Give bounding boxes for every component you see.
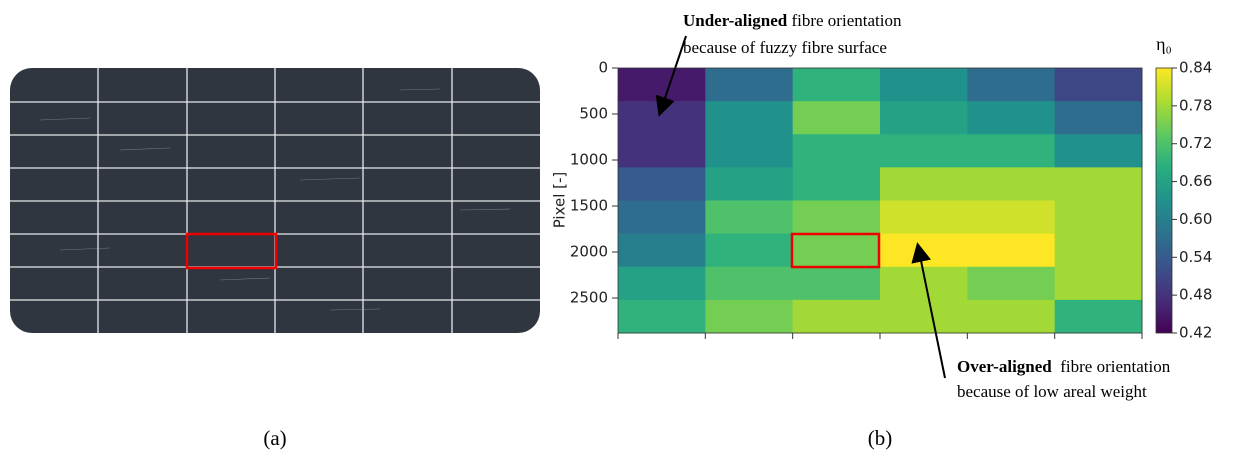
heatmap-cell (880, 134, 968, 168)
colorbar-tick-label: 0.60 (1179, 210, 1212, 228)
y-tick-label: 0 (598, 59, 608, 77)
heatmap-cell (1055, 267, 1143, 301)
y-tick-label: 2000 (570, 243, 608, 261)
panel-label: (b) (868, 426, 893, 450)
heatmap-cell (1055, 101, 1143, 135)
heatmap-cell (705, 167, 793, 201)
y-tick-label: 1000 (570, 151, 608, 169)
heatmap-cell (967, 201, 1055, 235)
colorbar-tick-label: 0.66 (1179, 172, 1212, 190)
heatmap-cell (618, 234, 706, 268)
heatmap-cell (705, 134, 793, 168)
y-axis-label: Pixel [-] (551, 172, 569, 229)
heatmap-cell (618, 167, 706, 201)
annotation: Under-aligned fibre orientation (683, 11, 902, 30)
heatmap-cell (967, 234, 1055, 268)
figure: (a) (b) Pixel [-] η₀ Under-aligned fibre… (0, 0, 1247, 459)
heatmap-cell (967, 101, 1055, 135)
heatmap-cell (618, 68, 706, 102)
heatmap-cell (880, 68, 968, 102)
annotation: because of fuzzy fibre surface (683, 38, 887, 57)
heatmap-cell (1055, 234, 1143, 268)
heatmap-cell (967, 134, 1055, 168)
panel-label: (a) (263, 426, 286, 450)
annotation-text: fibre orientation (787, 11, 902, 30)
colorbar-tick-label: 0.78 (1179, 96, 1212, 114)
heatmap-cell (967, 300, 1055, 334)
heatmap-cell (793, 134, 881, 168)
annotation: because of low areal weight (957, 382, 1147, 401)
heatmap-cell (618, 267, 706, 301)
y-tick-label: 500 (579, 105, 608, 123)
heatmap (618, 68, 1143, 334)
heatmap-cell (880, 201, 968, 235)
heatmap-cell (967, 267, 1055, 301)
heatmap-cell (705, 234, 793, 268)
annotation-text: fibre orientation (1052, 357, 1171, 376)
colorbar-label: η₀ (1156, 34, 1172, 54)
heatmap-cell (1055, 300, 1143, 334)
annotation: Over-aligned fibre orientation (957, 357, 1171, 376)
colorbar-tick-label: 0.42 (1179, 324, 1212, 342)
colorbar-tick-label: 0.48 (1179, 286, 1212, 304)
heatmap-cell (705, 267, 793, 301)
heatmap-cell (880, 234, 968, 268)
colorbar-tick-label: 0.72 (1179, 134, 1212, 152)
colorbar-tick-label: 0.54 (1179, 248, 1212, 266)
heatmap-cell (705, 101, 793, 135)
heatmap-cell (880, 101, 968, 135)
heatmap-cell (967, 167, 1055, 201)
heatmap-cell (618, 201, 706, 235)
heatmap-cell (793, 68, 881, 102)
heatmap-cell (880, 167, 968, 201)
heatmap-cell (793, 300, 881, 334)
heatmap-cell (793, 101, 881, 135)
heatmap-cell (967, 68, 1055, 102)
colorbar (1156, 68, 1172, 333)
heatmap-cell (793, 234, 881, 268)
heatmap-cell (793, 167, 881, 201)
heatmap-cell (618, 300, 706, 334)
heatmap-cell (1055, 167, 1143, 201)
heatmap-cell (705, 300, 793, 334)
heatmap-cell (1055, 68, 1143, 102)
heatmap-cell (618, 134, 706, 168)
annotation-bold: Over-aligned (957, 357, 1052, 376)
heatmap-cell (705, 68, 793, 102)
colorbar-tick-label: 0.84 (1179, 59, 1212, 77)
heatmap-cell (880, 300, 968, 334)
heatmap-cell (793, 267, 881, 301)
y-tick-label: 2500 (570, 289, 608, 307)
annotation-bold: Under-aligned (683, 11, 788, 30)
photo-panel (10, 68, 540, 333)
heatmap-cell (1055, 201, 1143, 235)
heatmap-cell (1055, 134, 1143, 168)
y-tick-label: 1500 (570, 197, 608, 215)
heatmap-cell (793, 201, 881, 235)
heatmap-cell (705, 201, 793, 235)
